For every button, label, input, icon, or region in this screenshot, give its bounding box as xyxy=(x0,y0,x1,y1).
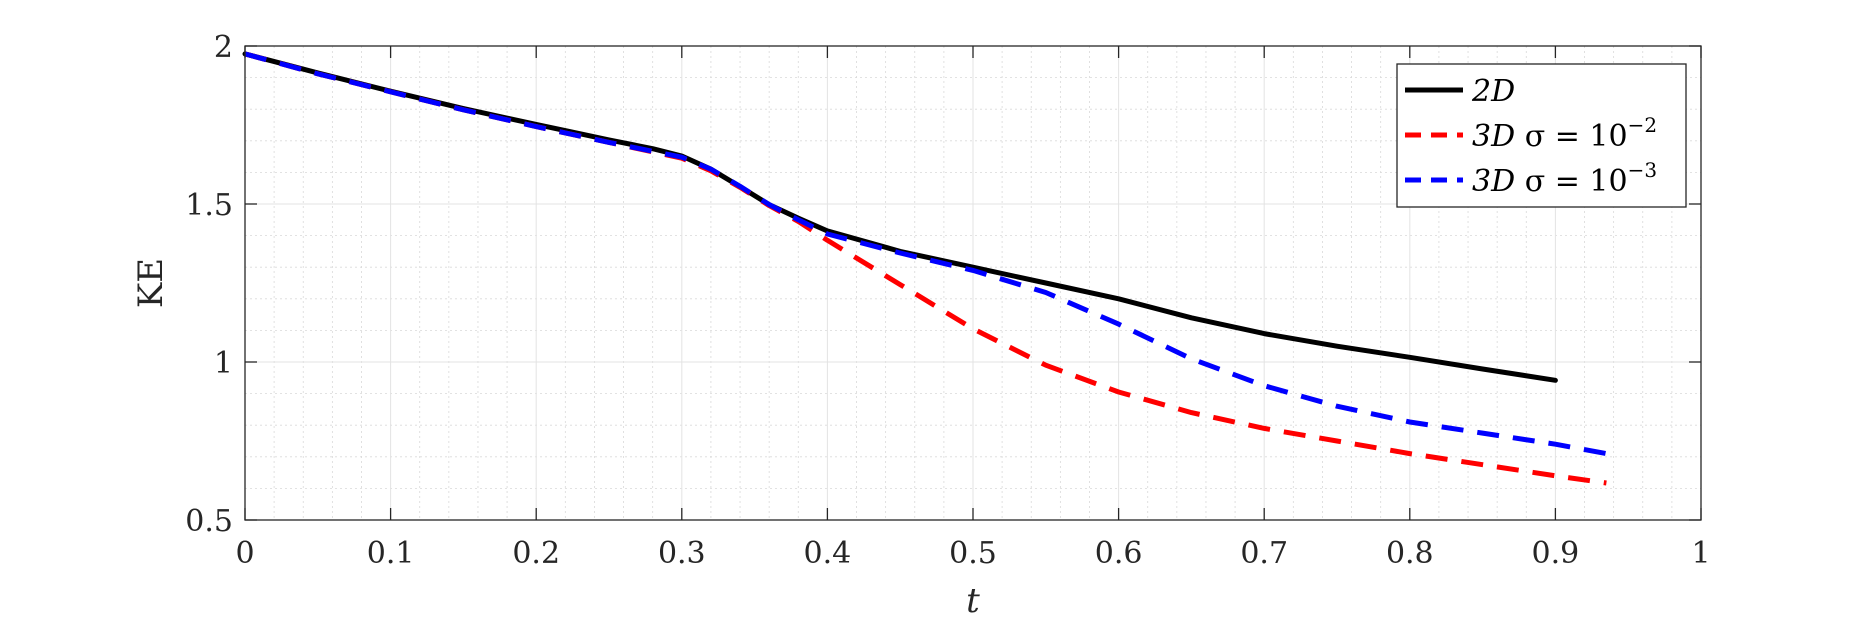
minor-grid xyxy=(245,46,1701,520)
y-tick-label: 2 xyxy=(214,30,233,65)
x-tick-label: 0.9 xyxy=(1532,536,1580,571)
legend: 2D 3D σ = 10−23D σ = 10−3 xyxy=(1396,63,1687,208)
x-tick-labels: 0 0.1 0.2 0.3 0.4 0.5 0.6 0.7 0.8 0.9 1 xyxy=(235,536,1710,571)
x-tick-label: 0.5 xyxy=(949,536,997,571)
legend-label-3: 3D σ = 10−3 xyxy=(1472,158,1657,199)
x-tick-label: 0.3 xyxy=(658,536,706,571)
x-tick-label: 0.4 xyxy=(804,536,852,571)
series-line-2 xyxy=(244,51,1607,486)
y-axis-label: KE xyxy=(131,258,171,308)
x-tick-label: 0.2 xyxy=(512,536,560,571)
y-tick-label: 0.5 xyxy=(185,504,233,539)
x-tick-label: 0 xyxy=(235,536,254,571)
y-tick-labels: 0.5 1 1.5 2 xyxy=(185,30,233,539)
series-line-3 xyxy=(244,51,1607,457)
x-tick-label: 0.6 xyxy=(1095,536,1143,571)
legend-label-2: 3D σ = 10−2 xyxy=(1472,113,1657,154)
x-tick-label: 0.1 xyxy=(367,536,415,571)
x-axis-label: t xyxy=(966,581,980,621)
series-layer xyxy=(242,51,1607,486)
legend-label-1: 2D xyxy=(1471,74,1515,109)
y-tick-label: 1.5 xyxy=(185,188,233,223)
axis-ticks xyxy=(244,45,1702,521)
x-tick-label: 0.7 xyxy=(1240,536,1288,571)
y-tick-label: 1 xyxy=(214,346,233,381)
x-tick-label: 1 xyxy=(1691,536,1710,571)
x-tick-label: 0.8 xyxy=(1386,536,1434,571)
